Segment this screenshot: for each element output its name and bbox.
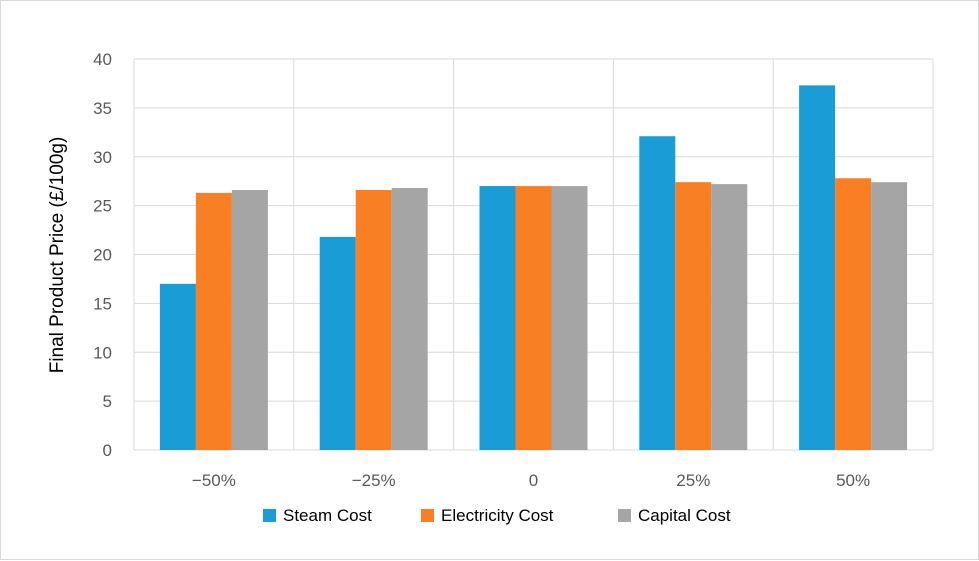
bar-capital-cost xyxy=(391,188,428,450)
legend-label: Capital Cost xyxy=(638,506,731,525)
legend-swatch xyxy=(421,509,434,522)
x-tick-label: −25% xyxy=(352,471,396,490)
legend-swatch xyxy=(618,509,631,522)
bar-steam-cost xyxy=(319,236,356,450)
legend-item: Capital Cost xyxy=(618,506,731,525)
x-tick-label: −50% xyxy=(192,471,236,490)
y-tick-label: 0 xyxy=(103,441,112,460)
y-tick-label: 35 xyxy=(93,99,112,118)
y-tick-label: 10 xyxy=(93,343,112,362)
bar-electricity-cost xyxy=(835,178,872,450)
bar-steam-cost xyxy=(159,283,196,450)
bar-electricity-cost xyxy=(195,192,232,451)
bar-electricity-cost xyxy=(355,189,392,451)
x-axis-ticks: −50% −25% 0 25% 50% xyxy=(192,471,870,490)
bar-capital-cost xyxy=(711,184,748,450)
y-tick-label: 15 xyxy=(93,294,112,313)
x-tick-label: 0 xyxy=(529,471,538,490)
y-axis-ticks: 0 5 10 15 20 25 30 35 40 xyxy=(93,50,112,460)
legend-label: Steam Cost xyxy=(283,506,372,525)
bar-steam-cost xyxy=(799,85,836,450)
bar-electricity-cost xyxy=(675,182,712,451)
y-tick-label: 30 xyxy=(93,148,112,167)
bar-electricity-cost xyxy=(515,186,552,450)
x-tick-label: 25% xyxy=(676,471,710,490)
legend-item: Electricity Cost xyxy=(421,506,554,525)
bar-capital-cost xyxy=(231,189,268,451)
bars xyxy=(159,85,908,451)
y-axis-title: Final Product Price (£/100g) xyxy=(47,137,68,374)
y-tick-label: 40 xyxy=(93,50,112,69)
legend-label: Electricity Cost xyxy=(441,506,554,525)
bar-steam-cost xyxy=(639,136,676,450)
x-tick-label: 50% xyxy=(836,471,870,490)
y-tick-label: 20 xyxy=(93,246,112,265)
legend-swatch xyxy=(263,509,276,522)
bar-steam-cost xyxy=(479,186,516,450)
y-tick-label: 25 xyxy=(93,197,112,216)
bar-capital-cost xyxy=(551,186,588,450)
legend: Steam Cost Electricity Cost Capital Cost xyxy=(263,506,731,525)
y-tick-label: 5 xyxy=(103,392,112,411)
legend-item: Steam Cost xyxy=(263,506,372,525)
bar-capital-cost xyxy=(871,182,908,451)
